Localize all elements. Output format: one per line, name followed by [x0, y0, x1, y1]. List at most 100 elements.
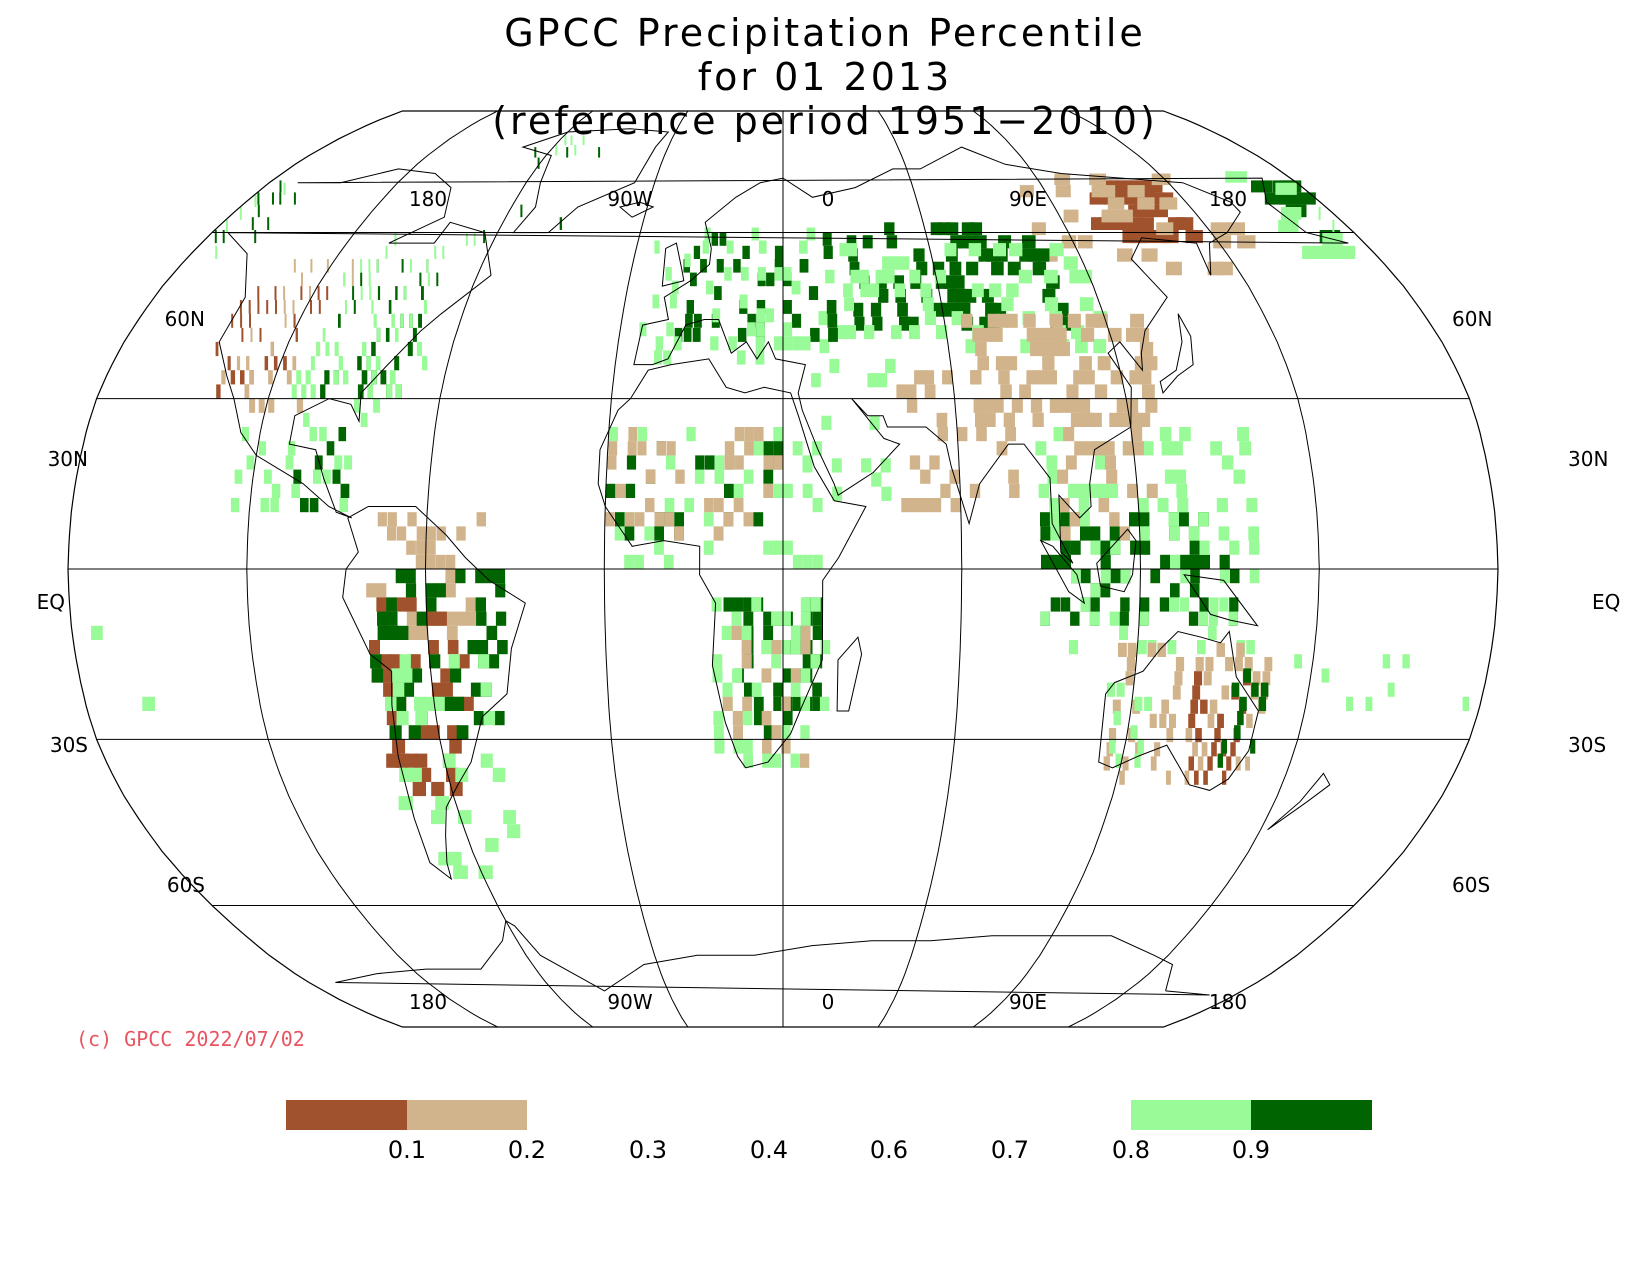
anomaly-cell — [351, 272, 354, 287]
anomaly-cell — [733, 597, 744, 612]
anomaly-cell — [714, 455, 725, 470]
anomaly-cell — [706, 280, 714, 295]
anomaly-cell — [1089, 526, 1101, 541]
anomaly-cell — [485, 838, 499, 852]
anomaly-cell — [773, 696, 783, 711]
anomaly-cell — [142, 696, 155, 711]
anomaly-cell — [712, 654, 723, 669]
anomaly-cell — [1168, 512, 1179, 527]
anomaly-layer — [91, 135, 1470, 879]
anomaly-cell — [386, 711, 399, 726]
anomaly-cell — [1197, 756, 1204, 771]
anomaly-cell — [722, 682, 733, 697]
anomaly-cell — [790, 625, 801, 640]
anomaly-cell — [381, 668, 393, 683]
anomaly-cell — [334, 341, 339, 357]
anomaly-cell — [645, 498, 655, 513]
anomaly-cell — [1080, 569, 1091, 584]
anomaly-cell — [802, 483, 813, 498]
anomaly-cell — [1074, 441, 1086, 456]
anomaly-cell — [763, 611, 774, 626]
anomaly-cell — [1229, 597, 1239, 612]
anomaly-cell — [684, 253, 691, 268]
anomaly-cell — [1159, 197, 1178, 210]
anomaly-cell — [754, 427, 764, 442]
anomaly-cell — [1116, 682, 1125, 697]
anomaly-cell — [371, 341, 376, 357]
anomaly-cell — [249, 398, 256, 413]
anomaly-cell — [376, 327, 381, 342]
anomaly-cell — [309, 427, 317, 442]
anomaly-cell — [742, 711, 753, 726]
anomaly-cell — [310, 356, 315, 371]
anomaly-cell — [1234, 657, 1243, 672]
anomaly-cell — [625, 483, 636, 498]
anomaly-cell — [227, 356, 231, 371]
anomaly-cell — [452, 696, 465, 711]
anomaly-cell — [950, 235, 963, 249]
anomaly-cell — [828, 327, 838, 342]
anomaly-cell — [1177, 498, 1189, 513]
anomaly-cell — [781, 696, 791, 711]
anomaly-cell — [909, 325, 920, 340]
anomaly-cell — [1107, 197, 1125, 210]
anomaly-cell — [1138, 512, 1150, 527]
anomaly-cell — [1066, 384, 1079, 399]
anomaly-cell — [886, 235, 898, 249]
anomaly-cell — [1169, 526, 1180, 541]
anomaly-cell — [1188, 756, 1194, 771]
anomaly-cell — [1221, 455, 1234, 470]
anomaly-cell — [956, 427, 968, 442]
title-line-1: GPCC Precipitation Percentile — [504, 11, 1146, 55]
anomaly-cell — [1119, 625, 1128, 640]
anomaly-cell — [272, 192, 274, 205]
anomaly-cell — [301, 272, 303, 287]
anomaly-cell — [1032, 261, 1047, 276]
anomaly-cell — [1109, 611, 1120, 626]
anomaly-cell — [820, 640, 831, 655]
anomaly-cell — [362, 341, 367, 357]
anomaly-cell — [406, 540, 416, 555]
anomaly-cell — [440, 668, 452, 683]
anomaly-cell — [1045, 370, 1057, 385]
anomaly-cell — [742, 245, 750, 259]
anomaly-cell — [628, 427, 638, 442]
anomaly-cell — [215, 341, 219, 357]
anomaly-cell — [283, 356, 287, 371]
anomaly-cell — [1115, 753, 1122, 768]
anomaly-cell — [248, 300, 251, 314]
anomaly-cell — [313, 469, 321, 484]
anomaly-cell — [447, 640, 459, 655]
anomaly-cell — [1151, 173, 1171, 186]
anomaly-cell — [443, 696, 455, 711]
anomaly-cell — [781, 640, 791, 655]
anomaly-cell — [724, 483, 734, 498]
anomaly-cell — [791, 280, 801, 295]
anomaly-cell — [427, 272, 430, 287]
anomaly-cell — [1005, 313, 1018, 328]
anomaly-cell — [754, 711, 764, 726]
anomaly-cell — [664, 498, 675, 513]
anomaly-cell — [966, 261, 979, 276]
anomaly-cell — [1251, 682, 1259, 697]
anomaly-cell — [1150, 756, 1157, 771]
anomaly-cell — [300, 498, 309, 513]
anomaly-cell — [733, 483, 744, 498]
anomaly-cell — [987, 313, 1000, 328]
anomaly-cell — [792, 554, 803, 569]
anomaly-cell — [791, 313, 802, 328]
anomaly-cell — [1207, 713, 1215, 728]
anomaly-cell — [932, 302, 944, 317]
legend-swatch-0-8-to-0-9 — [1131, 1100, 1251, 1130]
anomaly-cell — [763, 483, 774, 498]
anomaly-cell — [1142, 384, 1155, 399]
anomaly-cell — [1226, 222, 1245, 236]
anomaly-cell — [728, 336, 737, 351]
anomaly-cell — [744, 427, 754, 442]
top-lon-label: 180 — [1209, 187, 1247, 211]
anomaly-cell — [1169, 597, 1179, 612]
right-latitude-labels: 60N 30N EQ 30S 60S — [1452, 307, 1620, 897]
anomaly-cell — [392, 682, 405, 697]
coastline-iceland — [618, 201, 655, 218]
legend-swatch-0-1-to-0-2 — [407, 1100, 527, 1130]
